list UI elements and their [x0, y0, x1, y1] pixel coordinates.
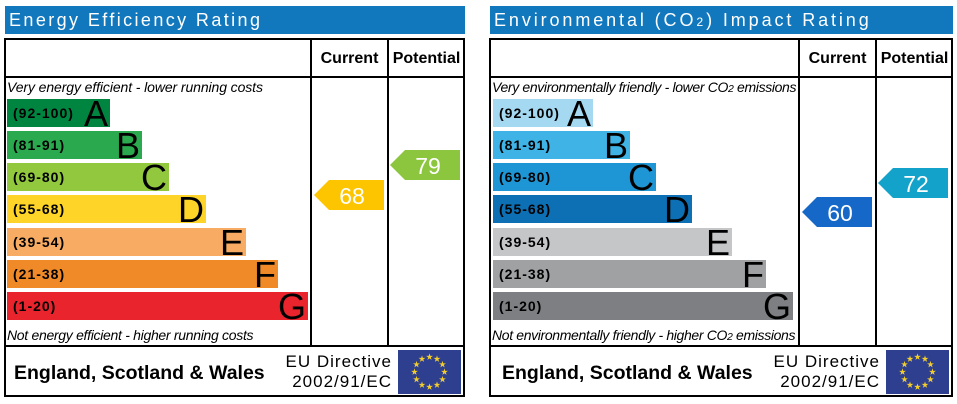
svg-text:60: 60 — [827, 200, 853, 226]
svg-text:79: 79 — [415, 153, 441, 179]
svg-text:72: 72 — [903, 171, 929, 197]
svg-text:68: 68 — [339, 183, 365, 209]
